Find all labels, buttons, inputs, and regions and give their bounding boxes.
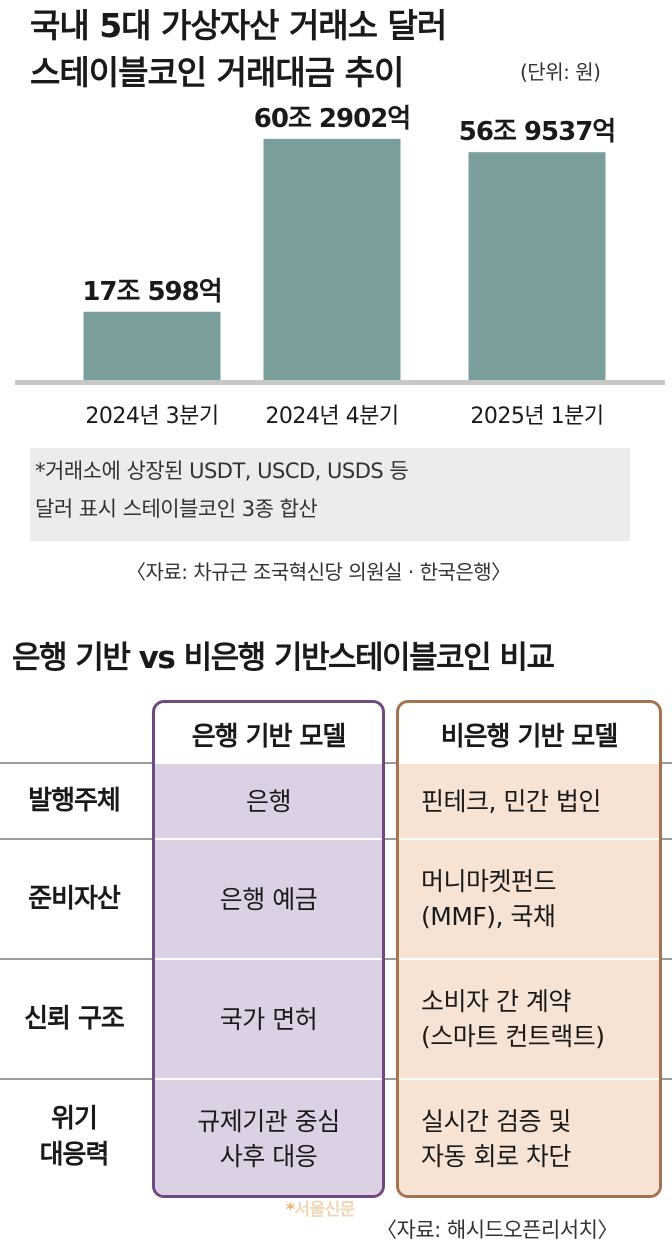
row-label-crisis: 위기 대응력 [0,1080,148,1194]
bar-chart: 17조 598억 2024년 3분기 60조 2902억 2024년 4분기 56조 9… [15,104,665,429]
watermark-text: 서울신문 [294,1200,355,1220]
chart-baseline [15,380,665,385]
nonbank-cell-trust: 소비자 간 계약 (스마트 컨트랙트) [399,960,659,1078]
category-label: 2025년 1분기 [470,404,603,429]
nonbank-cell-crisis: 실시간 검증 및 자동 회로 차단 [399,1080,659,1195]
chart-title: 국내 5대 가상자산 거래소 달러 스테이블코인 거래대금 추이 [30,2,447,96]
row-label-text: 신뢰 구조 [24,1004,125,1034]
nonbank-model-header: 비은행 기반 모델 [440,721,619,752]
row-label-text: 위기 [51,1104,98,1134]
category-label: 2024년 4분기 [265,404,398,429]
row-label-trust: 신뢰 구조 [0,960,148,1078]
bank-cell-crisis: 규제기관 중심 사후 대응 [155,1080,382,1195]
bar-value-label: 60조 2902억 [254,104,410,134]
row-label-issuer: 발행주체 [0,764,148,838]
bank-cell-reserve: 은행 예금 [155,840,382,958]
nonbank-cell-issuer: 핀테크, 민간 법인 [399,764,659,838]
bank-model-column: 은행 기반 모델 은행 은행 예금 국가 면허 규제기관 중심 사후 대응 [152,700,385,1198]
cell-text: 국가 면허 [219,1004,318,1034]
comparison-title: 은행 기반 vs 비은행 기반스테이블코인 비교 [12,640,555,676]
cell-text: 핀테크, 민간 법인 [421,786,601,816]
cell-text: (MMF), 국채 [421,902,556,931]
bar [83,311,221,380]
nonbank-model-column: 비은행 기반 모델 핀테크, 민간 법인 머니마켓펀드 (MMF), 국채 소비… [396,700,662,1198]
chart-source: 〈자료: 차규근 조국혁신당 의원실 · 한국은행〉 [126,560,511,584]
row-label-text: 대응력 [39,1140,110,1170]
chart-title-line-2: 스테이블코인 거래대금 추이 [30,53,404,92]
cell-text: (스마트 컨트랙트) [421,1022,605,1051]
note-line-2: 달러 표시 스테이블코인 3종 합산 [35,497,318,521]
cell-text: 은행 예금 [219,884,318,914]
cell-text: 소비자 간 계약 [421,987,571,1016]
unit-label: (단위: 원) [520,60,601,84]
note-line-1: *거래소에 상장된 USDT, USCD, USDS 등 [35,459,409,483]
row-label-text: 준비자산 [28,884,121,914]
cell-text: 은행 [245,786,292,816]
note-box [30,448,630,541]
nonbank-cell-reserve: 머니마켓펀드 (MMF), 국채 [399,840,659,958]
comparison-source: 〈자료: 해시드오픈리서치〉 [376,1218,618,1242]
bar [263,138,401,380]
row-label-reserve: 준비자산 [0,840,148,958]
chart-title-line-1: 국내 5대 가상자산 거래소 달러 [30,6,447,45]
bar [468,152,606,380]
cell-text: 사후 대응 [219,1142,318,1171]
row-label-text: 발행주체 [28,786,121,816]
cell-text: 자동 회로 차단 [421,1142,571,1171]
cell-text: 실시간 검증 및 [421,1107,571,1136]
bank-model-header: 은행 기반 모델 [191,721,347,752]
cell-text: 머니마켓펀드 [421,867,557,896]
category-label: 2024년 3분기 [85,404,218,429]
cell-text: 규제기관 중심 [197,1107,340,1136]
bar-value-label: 56조 9537억 [459,117,615,147]
bar-value-label: 17조 598억 [82,277,221,307]
bank-cell-trust: 국가 면허 [155,960,382,1078]
bank-cell-issuer: 은행 [155,764,382,838]
publisher-watermark: *서울신문 [286,1200,355,1220]
